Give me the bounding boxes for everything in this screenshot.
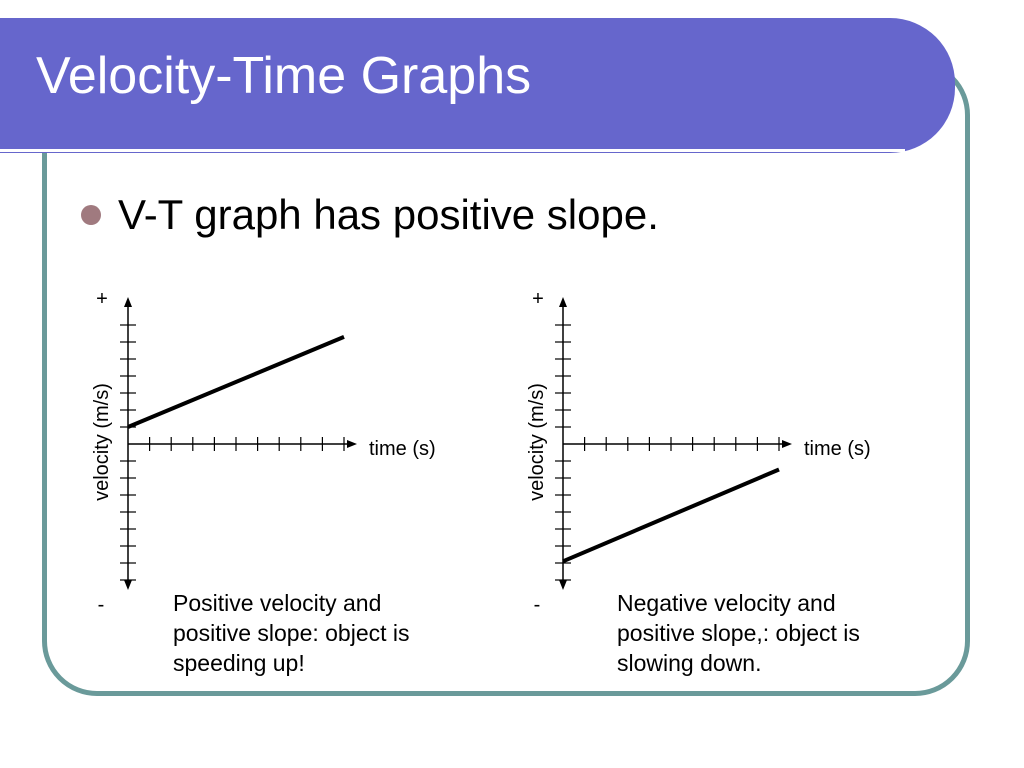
- chart-1-caption: Positive velocity and positive slope: ob…: [173, 590, 410, 676]
- chart-1-x-arrow: [347, 440, 357, 448]
- chart-2-y-arrow-down: [559, 580, 567, 590]
- chart-1-y-negative-label: -: [98, 594, 105, 616]
- slide-frame: [42, 60, 970, 696]
- title-underline: [0, 149, 905, 152]
- chart-2-x-arrow: [782, 440, 792, 448]
- chart-2-y-positive-label: +: [532, 288, 544, 310]
- chart-2-caption: Negative velocity and positive slope,: o…: [617, 590, 860, 676]
- chart-1-velocity-line: [127, 335, 345, 429]
- chart-1-y-arrow-down: [124, 580, 132, 590]
- chart-1-x-label: time (s): [369, 438, 436, 460]
- bullet-text: V-T graph has positive slope.: [118, 191, 659, 238]
- chart-1-y-label: velocity (m/s): [91, 383, 113, 501]
- chart-1-y-arrow-up: [124, 297, 132, 307]
- chart-2-x-label: time (s): [804, 438, 871, 460]
- bullet-dot-icon: [81, 205, 101, 225]
- chart-2-y-label: velocity (m/s): [526, 383, 548, 501]
- chart-2-velocity-line: [562, 467, 780, 564]
- chart-2-y-arrow-up: [559, 297, 567, 307]
- title-banner: [0, 18, 955, 153]
- chart-2-y-negative-label: -: [534, 594, 541, 616]
- page-title: Velocity-Time Graphs: [36, 47, 532, 105]
- chart-1-y-positive-label: +: [96, 288, 108, 310]
